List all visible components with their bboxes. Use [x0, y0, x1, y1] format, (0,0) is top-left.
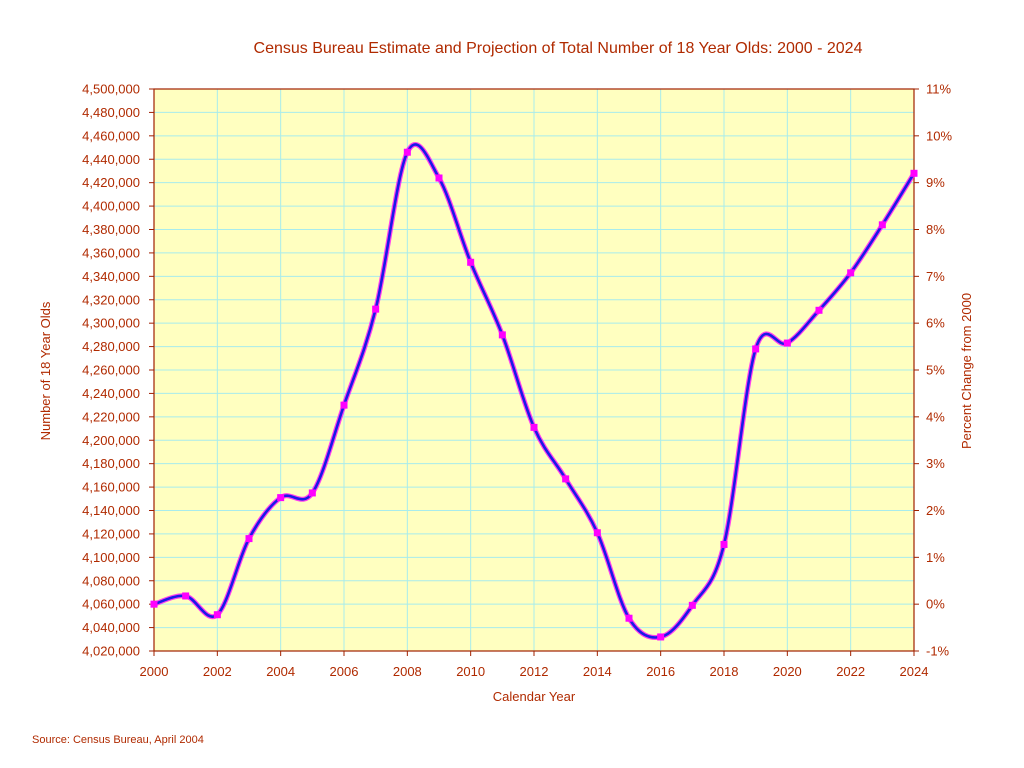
- x-tick-label: 2008: [393, 664, 422, 679]
- data-point: [467, 258, 475, 266]
- y-tick-label: 4,480,000: [82, 105, 140, 120]
- y2-axis-label: Percent Change from 2000: [959, 293, 974, 449]
- data-point: [277, 494, 285, 502]
- y-tick-label: 4,260,000: [82, 363, 140, 378]
- y-tick-label: 4,020,000: [82, 644, 140, 659]
- y-tick-label: 4,280,000: [82, 339, 140, 354]
- y-tick-label: 4,100,000: [82, 550, 140, 565]
- data-point: [625, 614, 633, 622]
- data-point: [688, 601, 696, 609]
- x-axis-ticks: 2000 2002 2004 2006 2008 2010 2012 2014 2016 2018…: [140, 651, 929, 679]
- y-tick-label: 4,220,000: [82, 409, 140, 424]
- y-tick-label: 4,380,000: [82, 222, 140, 237]
- y-tick-label: 4,300,000: [82, 316, 140, 331]
- data-point: [372, 305, 380, 313]
- y-tick-label: 4,400,000: [82, 199, 140, 214]
- data-point: [657, 633, 665, 641]
- y-tick-label: 4,080,000: [82, 573, 140, 588]
- y2-tick-label: 7%: [926, 269, 945, 284]
- y2-tick-label: 10%: [926, 128, 952, 143]
- y-tick-label: 4,160,000: [82, 480, 140, 495]
- x-tick-label: 2022: [836, 664, 865, 679]
- data-point: [435, 174, 443, 182]
- x-axis-label: Calendar Year: [493, 689, 576, 704]
- x-tick-label: 2016: [646, 664, 675, 679]
- y-tick-label: 4,460,000: [82, 128, 140, 143]
- x-tick-label: 2014: [583, 664, 612, 679]
- data-point: [562, 475, 570, 483]
- series-line: [152, 143, 916, 639]
- data-point: [530, 423, 538, 431]
- data-point: [403, 148, 411, 156]
- grid-lines: [153, 88, 915, 652]
- y-tick-label: 4,180,000: [82, 456, 140, 471]
- y-axis-label: Number of 18 Year Olds: [38, 301, 53, 440]
- data-point: [182, 592, 190, 600]
- data-point: [878, 221, 886, 229]
- y2-axis-ticks: -1% 0% 1% 2% 3% 4% 5% 6% 7% 8% 9% 10% 11%: [914, 82, 952, 659]
- y-tick-label: 4,200,000: [82, 433, 140, 448]
- data-point: [783, 339, 791, 347]
- y2-tick-label: 3%: [926, 456, 945, 471]
- source-note: Source: Census Bureau, April 2004: [32, 734, 204, 746]
- y2-tick-label: -1%: [926, 644, 950, 659]
- y2-tick-label: 5%: [926, 363, 945, 378]
- y-tick-label: 4,360,000: [82, 245, 140, 260]
- y-tick-label: 4,040,000: [82, 620, 140, 635]
- y-tick-label: 4,420,000: [82, 175, 140, 190]
- y-tick-label: 4,440,000: [82, 152, 140, 167]
- y2-tick-label: 11%: [926, 82, 951, 97]
- data-point: [720, 540, 728, 548]
- data-point: [752, 345, 760, 353]
- y-tick-label: 4,340,000: [82, 269, 140, 284]
- x-tick-label: 2024: [900, 664, 929, 679]
- data-point: [213, 611, 221, 619]
- data-point: [340, 401, 348, 409]
- data-point: [308, 489, 316, 497]
- y2-tick-label: 4%: [926, 409, 945, 424]
- y-tick-label: 4,240,000: [82, 386, 140, 401]
- x-tick-label: 2000: [140, 664, 169, 679]
- y2-tick-label: 2%: [926, 503, 945, 518]
- y2-tick-label: 0%: [926, 597, 945, 612]
- data-point: [498, 331, 506, 339]
- data-point: [815, 306, 823, 314]
- x-tick-label: 2012: [520, 664, 549, 679]
- y-tick-label: 4,120,000: [82, 526, 140, 541]
- data-point: [910, 169, 918, 177]
- y-tick-label: 4,140,000: [82, 503, 140, 518]
- x-tick-label: 2006: [330, 664, 359, 679]
- y-tick-label: 4,500,000: [82, 82, 140, 97]
- x-tick-label: 2004: [266, 664, 295, 679]
- x-tick-label: 2002: [203, 664, 232, 679]
- data-point: [150, 600, 158, 608]
- x-tick-label: 2018: [710, 664, 739, 679]
- y-axis-ticks: 4,020,000 4,040,000 4,060,000 4,080,000 4,10…: [82, 82, 154, 659]
- y-tick-label: 4,060,000: [82, 597, 140, 612]
- data-point: [593, 529, 601, 537]
- x-tick-label: 2020: [773, 664, 802, 679]
- y2-tick-label: 6%: [926, 316, 945, 331]
- y2-tick-label: 8%: [926, 222, 945, 237]
- y-tick-label: 4,320,000: [82, 292, 140, 307]
- series-layer: [150, 142, 918, 641]
- x-tick-label: 2010: [456, 664, 485, 679]
- data-point: [245, 535, 253, 543]
- data-point: [847, 269, 855, 277]
- y2-tick-label: 9%: [926, 175, 945, 190]
- chart-title: Census Bureau Estimate and Projection of…: [254, 40, 863, 57]
- y2-tick-label: 1%: [926, 550, 945, 565]
